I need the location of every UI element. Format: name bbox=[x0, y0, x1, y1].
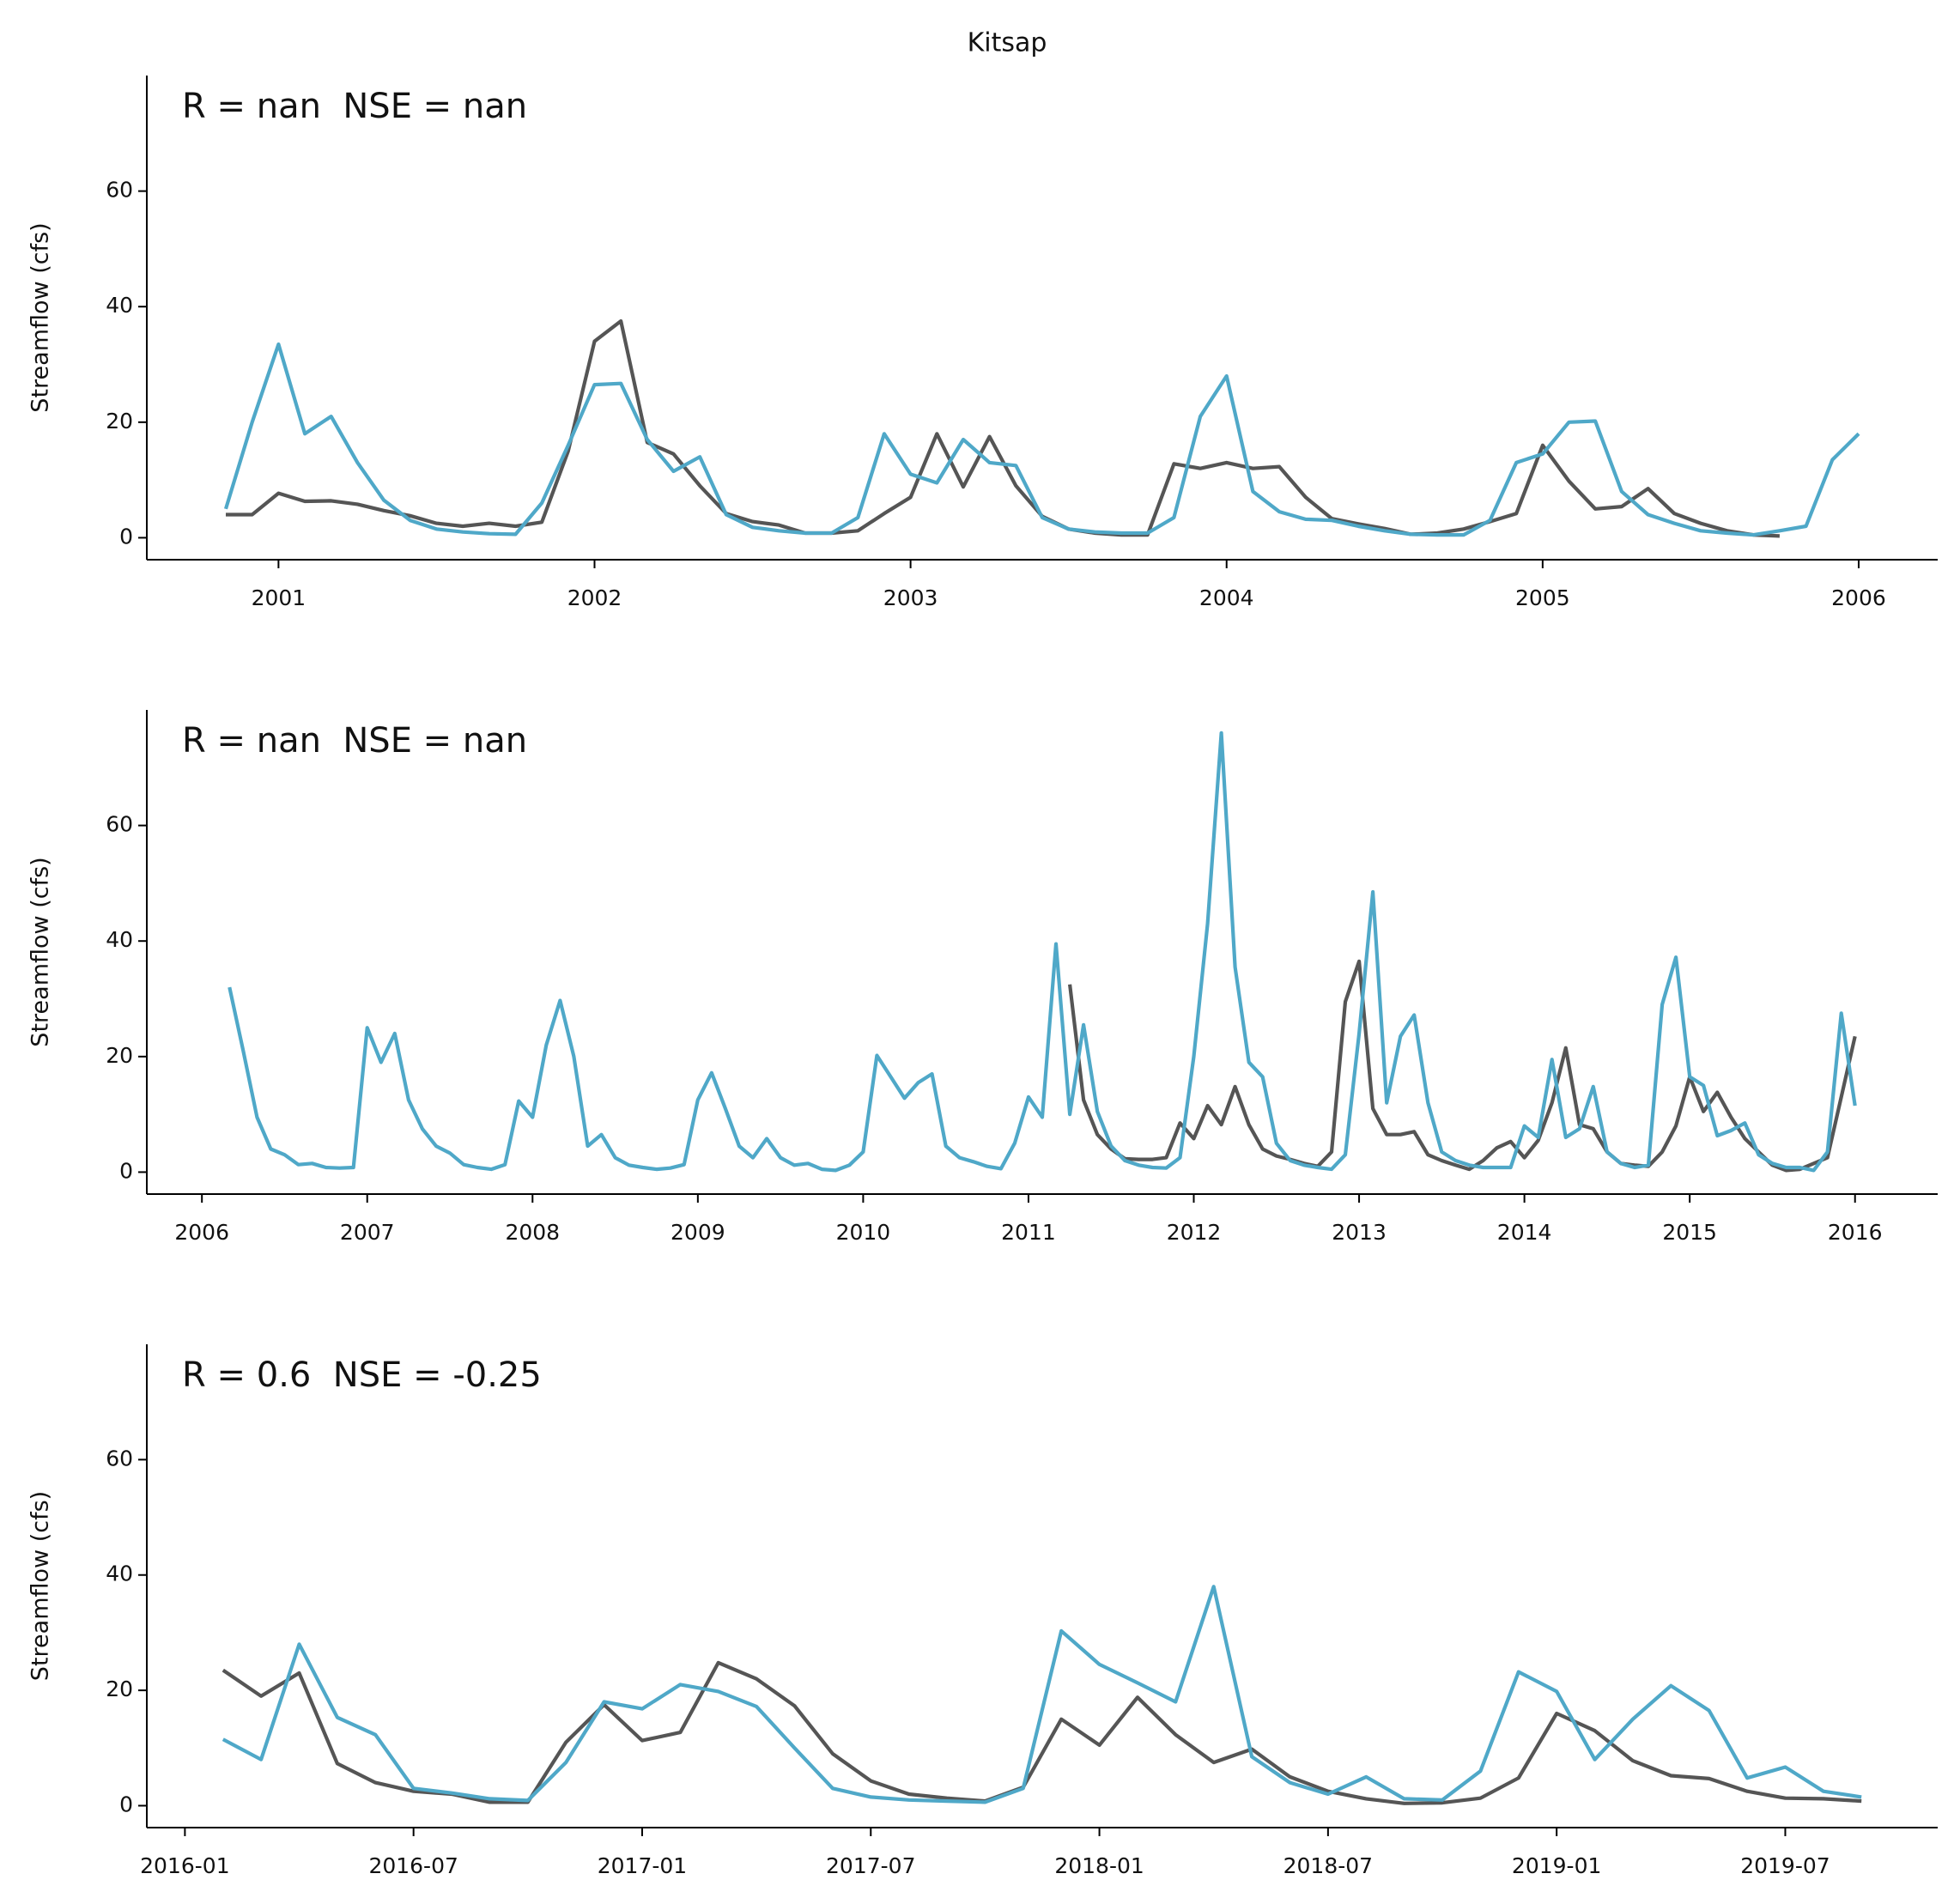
y-tick-label: 40 bbox=[106, 927, 133, 952]
annotation: R = 0.6 NSE = -0.25 bbox=[182, 1355, 542, 1395]
x-tick-label: 2010 bbox=[836, 1220, 891, 1245]
x-tick-label: 2012 bbox=[1167, 1220, 1222, 1245]
y-tick-label: 40 bbox=[106, 293, 133, 318]
x-tick-label: 2016 bbox=[1828, 1220, 1883, 1245]
y-tick-label: 60 bbox=[106, 1446, 133, 1470]
x-tick-label: 2009 bbox=[671, 1220, 725, 1245]
x-tick-label: 2011 bbox=[1001, 1220, 1056, 1245]
x-tick-label: 2006 bbox=[1831, 585, 1886, 610]
y-tick-label: 0 bbox=[119, 1792, 133, 1816]
x-tick-label: 2008 bbox=[505, 1220, 560, 1245]
x-tick-label: 2004 bbox=[1199, 585, 1254, 610]
chart-title: Kitsap bbox=[968, 28, 1047, 58]
series-line bbox=[223, 342, 1860, 537]
y-tick-label: 20 bbox=[106, 409, 133, 434]
y-tick-label: 20 bbox=[106, 1677, 133, 1701]
series-line bbox=[1068, 959, 1857, 1173]
x-tick-label: 2017-01 bbox=[598, 1853, 687, 1878]
y-tick-label: 60 bbox=[106, 812, 133, 837]
y-axis-label: Streamflow (cfs) bbox=[27, 857, 54, 1046]
y-tick-label: 60 bbox=[106, 178, 133, 203]
x-tick-label: 2019-07 bbox=[1740, 1853, 1830, 1878]
x-tick-label: 2005 bbox=[1515, 585, 1570, 610]
x-tick-label: 2016-07 bbox=[368, 1853, 458, 1878]
series-line bbox=[221, 1585, 1862, 1804]
annotation: R = nan NSE = nan bbox=[182, 721, 527, 761]
x-tick-label: 2017-07 bbox=[826, 1853, 915, 1878]
y-tick-label: 0 bbox=[119, 524, 133, 549]
y-axis-label: Streamflow (cfs) bbox=[27, 1491, 54, 1681]
x-tick-label: 2018-07 bbox=[1283, 1853, 1373, 1878]
y-tick-label: 0 bbox=[119, 1158, 133, 1183]
x-tick-label: 2014 bbox=[1497, 1220, 1552, 1245]
y-tick-label: 20 bbox=[106, 1043, 133, 1068]
series-line bbox=[228, 731, 1857, 1173]
x-tick-label: 2018-01 bbox=[1054, 1853, 1144, 1878]
x-tick-label: 2016-01 bbox=[140, 1853, 229, 1878]
y-tick-label: 40 bbox=[106, 1561, 133, 1586]
x-tick-label: 2013 bbox=[1332, 1220, 1387, 1245]
series-line bbox=[226, 318, 1780, 538]
x-tick-label: 2002 bbox=[567, 585, 622, 610]
x-tick-label: 2006 bbox=[174, 1220, 229, 1245]
annotation: R = nan NSE = nan bbox=[182, 87, 527, 126]
y-axis-label: Streamflow (cfs) bbox=[27, 222, 54, 412]
x-tick-label: 2019-01 bbox=[1512, 1853, 1601, 1878]
series-line bbox=[221, 1660, 1862, 1805]
x-tick-label: 2003 bbox=[883, 585, 938, 610]
x-tick-label: 2007 bbox=[340, 1220, 395, 1245]
x-tick-label: 2015 bbox=[1662, 1220, 1717, 1245]
x-tick-label: 2001 bbox=[252, 585, 306, 610]
